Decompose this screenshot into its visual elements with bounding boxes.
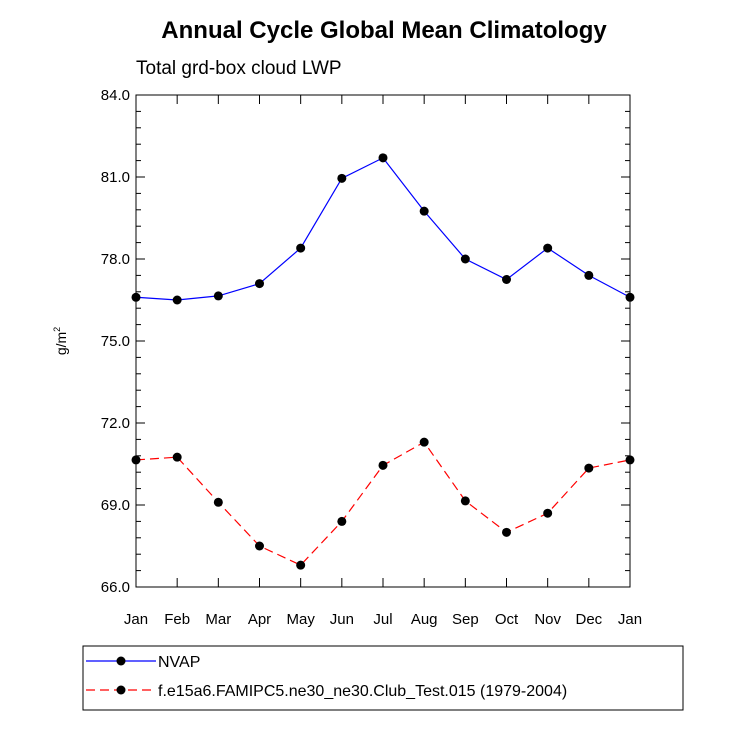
data-point	[255, 541, 264, 551]
data-point	[172, 452, 182, 462]
x-tick-label: Dec	[575, 611, 602, 628]
chart-subtitle: Total grd-box cloud LWP	[136, 58, 342, 79]
y-tick-labels: 66.0 69.0 72.0 75.0 78.0 81.0 84.0	[101, 87, 130, 596]
data-point	[460, 496, 470, 506]
y-axis-label-superscript: 2	[52, 327, 62, 332]
x-tick-label: Oct	[495, 611, 519, 628]
data-point	[296, 560, 306, 570]
data-point	[172, 295, 182, 305]
x-tick-label: Aug	[411, 611, 438, 628]
x-tick-label: Sep	[452, 611, 479, 628]
x-tick-labels: Jan Feb Mar Apr May Jun Jul Aug Sep Oct Nov Dec Jan	[124, 611, 642, 628]
chart-title: Annual Cycle Global Mean Climatology	[161, 17, 607, 44]
series-line-model	[135, 441, 631, 566]
data-point	[543, 243, 553, 253]
x-tick-label: Jul	[373, 611, 392, 628]
x-tick-label: Jan	[618, 611, 642, 628]
data-point	[296, 243, 306, 253]
data-point	[255, 279, 264, 289]
y-tick-label: 78.0	[101, 251, 130, 268]
x-tick-label: Feb	[164, 611, 190, 628]
data-point	[543, 508, 553, 518]
legend-marker-nvap	[116, 656, 126, 666]
data-point	[378, 153, 388, 163]
data-point	[584, 270, 594, 280]
series-line-nvap	[135, 157, 631, 301]
data-point	[502, 275, 511, 284]
data-point	[213, 497, 223, 507]
data-point	[378, 460, 388, 470]
x-tick-label: Apr	[248, 611, 271, 628]
data-point	[213, 291, 223, 301]
legend-label-nvap: NVAP	[158, 654, 200, 671]
y-axis-label: g/m	[53, 332, 69, 355]
y-tick-label: 66.0	[101, 579, 130, 596]
x-tick-label: Nov	[534, 611, 561, 628]
legend-label-model: f.e15a6.FAMIPC5.ne30_ne30.Club_Test.015 …	[158, 683, 567, 700]
y-tick-label: 75.0	[101, 333, 130, 350]
data-point	[337, 516, 347, 526]
data-point	[419, 206, 429, 216]
y-tick-label: 69.0	[101, 497, 130, 514]
x-tick-label: Jun	[330, 611, 354, 628]
data-point	[419, 437, 429, 447]
axis-ticks	[135, 94, 631, 588]
y-axis-title: g/m2	[52, 327, 69, 355]
data-point	[584, 463, 594, 473]
legend-box	[82, 645, 684, 711]
svg-text:g/m2: g/m2	[52, 327, 69, 355]
x-tick-label: Jan	[124, 611, 148, 628]
y-tick-label: 72.0	[101, 415, 130, 432]
y-tick-label: 84.0	[101, 87, 130, 104]
legend-marker-model	[116, 685, 126, 695]
data-point	[460, 254, 470, 264]
legend: NVAP f.e15a6.FAMIPC5.ne30_ne30.Club_Test…	[82, 645, 684, 711]
plot-frame	[135, 94, 631, 588]
y-tick-label: 81.0	[101, 169, 130, 186]
x-tick-label: Mar	[205, 611, 231, 628]
series-layer	[131, 153, 635, 570]
x-tick-label: May	[286, 611, 315, 628]
data-point	[337, 173, 347, 183]
data-point	[502, 527, 511, 537]
